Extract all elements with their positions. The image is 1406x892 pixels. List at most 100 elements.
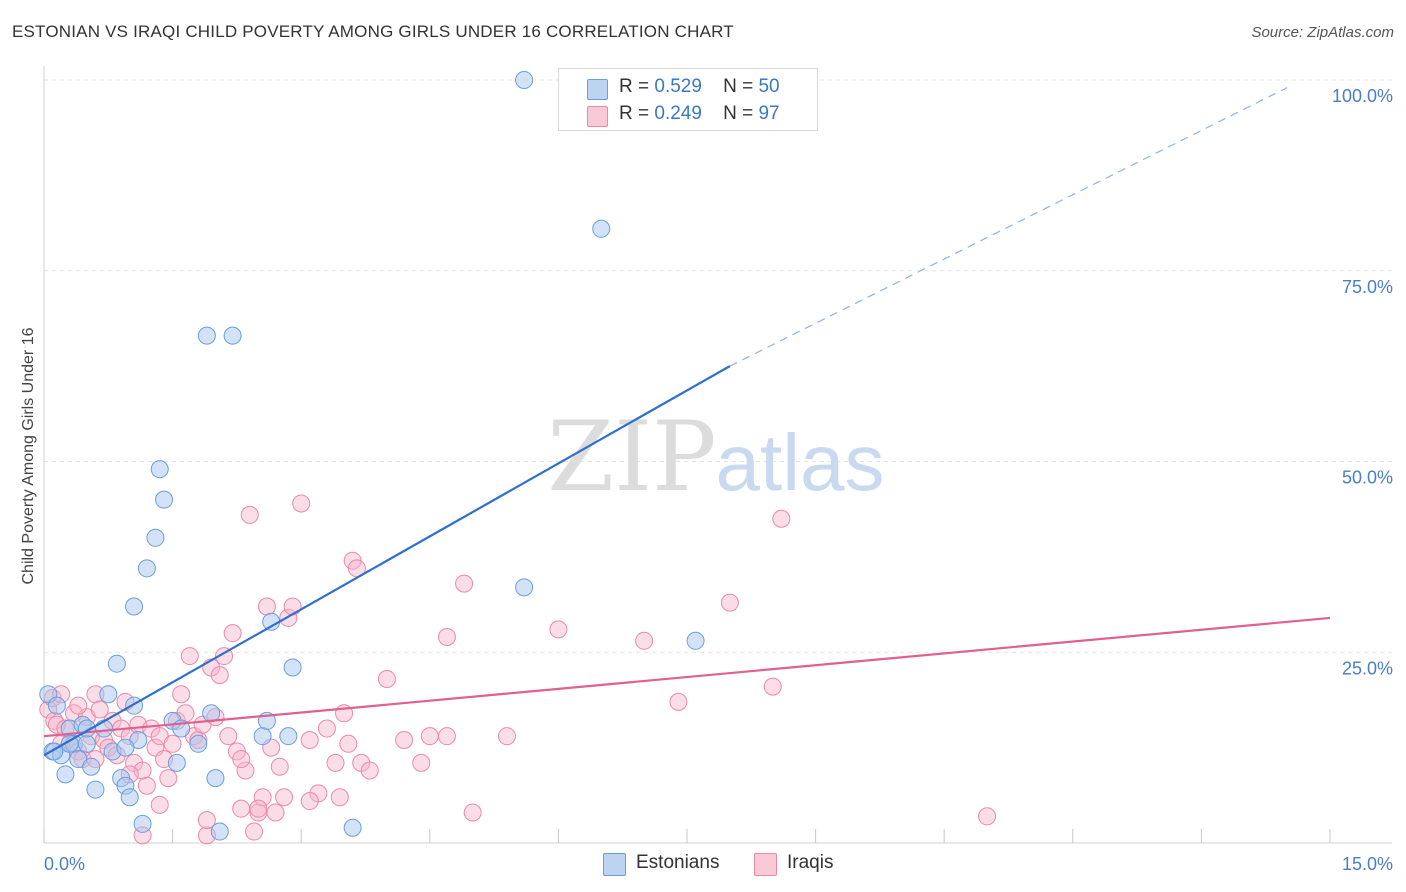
iraqis-point [245,822,264,841]
x-tick-label: 0.0% [44,854,85,874]
estonians-point [210,822,229,841]
iraqis-point [266,803,285,822]
estonians-point [155,490,174,509]
iraqis-point [253,788,272,807]
iraqis-point [150,795,169,814]
y-tick-label: 25.0% [1342,658,1393,678]
estonians-point [107,654,126,673]
iraqis-point [412,753,431,772]
iraqis-point [240,505,259,524]
iraqis-point [339,734,358,753]
iraqis-point [283,597,302,616]
iraqis-point [772,509,791,528]
estonians-point [137,559,156,578]
y-tick-label: 75.0% [1342,277,1393,297]
estonians-trend-line [43,365,731,757]
chart-title: ESTONIAN VS IRAQI CHILD POVERTY AMONG GI… [12,22,734,41]
iraqis-swatch [587,106,608,127]
legend-estonians-swatch [603,853,626,876]
iraqis-point [270,757,289,776]
legend-iraqis-label: Iraqis [787,852,834,873]
iraqis-point [172,685,191,704]
stats-estonians-text: R = 0.529 N = 50 [619,76,780,98]
estonians-point [99,685,118,704]
legend-iraqis-swatch [754,853,777,876]
stats-iraqis-r-label: R = [619,103,650,124]
stats-estonians-r-label: R = [619,76,650,97]
iraqis-point [300,730,319,749]
iraqis-point [236,761,255,780]
source-label: Source: ZipAtlas.com [1251,24,1394,41]
estonians-point [515,578,534,597]
legend-estonians-label: Estonians [636,852,720,873]
iraqis-point [326,753,345,772]
estonians-point [60,734,79,753]
estonians-point [206,769,225,788]
iraqis-point [720,593,739,612]
iraqis-point [159,769,178,788]
estonians-point [133,814,152,833]
estonians-point [150,460,169,479]
iraqis-point [549,620,568,639]
iraqis-point [249,799,268,818]
estonians-point [253,727,272,746]
iraqis-point [395,730,414,749]
iraqis-point [763,677,782,696]
iraqis-point [257,597,276,616]
y-tick-label: 50.0% [1342,468,1393,488]
trend-lines [43,87,1331,757]
estonians-point [283,658,302,677]
y-tick-labels: 25.0% 50.0% 75.0% 100.0% [1332,86,1393,678]
estonians-point [686,631,705,650]
iraqis-point [330,788,349,807]
estonians-trend-extension [729,87,1288,367]
iraqis-point [232,750,251,769]
grid-lines [44,79,1392,653]
y-tick-label: 100.0% [1332,86,1393,106]
iraqis-point [377,669,396,688]
watermark-atlas: atlas [716,418,885,507]
estonians-point [343,818,362,837]
estonians-point [197,326,216,345]
watermark: ZIP atlas [547,401,884,513]
estonians-swatch [587,79,608,100]
estonians-point [189,734,208,753]
iraqis-point [360,761,379,780]
iraqis-point [180,647,199,666]
iraqis-points [39,494,997,845]
stats-iraqis-r-value: 0.249 [654,103,702,124]
iraqis-point [197,811,216,830]
estonians-point [82,757,101,776]
iraqis-point [223,624,242,643]
estonians-point [77,734,96,753]
x-tick-labels: 0.0% 15.0% [44,854,1393,874]
stats-iraqis-text: R = 0.249 N = 97 [619,103,780,125]
iraqis-point [219,727,238,746]
estonians-point [223,326,242,345]
estonians-point [120,788,139,807]
iraqis-point [978,807,997,826]
estonians-point [47,696,66,715]
iraqis-point [455,574,474,593]
estonians-point [125,597,144,616]
iraqis-point [90,700,109,719]
iraqis-point [275,788,294,807]
estonians-point [146,528,165,547]
estonians-point [95,719,114,738]
estonians-point [592,219,611,238]
iraqis-point [463,803,482,822]
stats-iraqis-n-label: N = [723,103,754,124]
stats-estonians-r-value: 0.529 [654,76,702,97]
iraqis-point [437,727,456,746]
stats-iraqis-n-value: 97 [758,103,780,124]
estonians-point [279,727,298,746]
estonians-point [116,738,135,757]
estonians-point [56,765,75,784]
iraqis-point [635,631,654,650]
iraqis-point [292,494,311,513]
iraqis-trend-line [43,616,1331,738]
iraqis-point [210,666,229,685]
iraqis-point [232,799,251,818]
x-tick-label: 15.0% [1342,854,1393,874]
